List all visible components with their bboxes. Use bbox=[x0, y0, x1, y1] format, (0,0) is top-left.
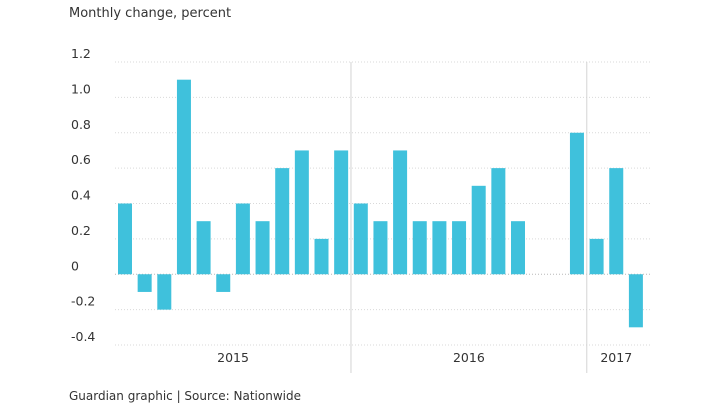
source-note: Guardian graphic | Source: Nationwide bbox=[69, 389, 301, 403]
bar bbox=[314, 238, 329, 275]
bar bbox=[353, 203, 368, 275]
bar bbox=[609, 168, 624, 275]
x-year-label: 2017 bbox=[600, 350, 632, 365]
bar bbox=[176, 79, 191, 275]
bar bbox=[452, 221, 467, 275]
y-tick-label: 1.0 bbox=[71, 81, 91, 96]
bar bbox=[235, 203, 250, 275]
bar bbox=[294, 150, 309, 275]
bar bbox=[412, 221, 427, 275]
x-year-label: 2015 bbox=[217, 350, 249, 365]
y-axis-ticks: 1.2 1.0 0.8 0.6 0.4 0.2 0 -0.2 -0.4 bbox=[71, 46, 95, 344]
y-tick-label: 0.8 bbox=[71, 117, 91, 132]
y-tick-label: -0.4 bbox=[71, 329, 95, 344]
bar bbox=[432, 221, 447, 275]
bar bbox=[511, 221, 525, 275]
bar bbox=[275, 168, 290, 275]
bar bbox=[216, 274, 231, 292]
x-axis-labels: 2015 2016 2017 bbox=[217, 350, 632, 365]
bar bbox=[589, 238, 604, 275]
bar bbox=[373, 221, 388, 275]
bar bbox=[628, 274, 643, 328]
bar bbox=[491, 168, 506, 275]
bar bbox=[137, 274, 152, 292]
y-tick-label: -0.2 bbox=[71, 294, 95, 309]
bar bbox=[157, 274, 172, 310]
x-year-label: 2016 bbox=[453, 350, 485, 365]
bar bbox=[118, 203, 132, 275]
y-tick-label: 1.2 bbox=[71, 46, 91, 61]
bar bbox=[569, 132, 584, 275]
bars bbox=[118, 79, 643, 328]
y-tick-label: 0.2 bbox=[71, 223, 91, 238]
y-tick-label: 0.4 bbox=[71, 188, 91, 203]
bar bbox=[471, 185, 486, 275]
chart-subtitle: Monthly change, percent bbox=[69, 6, 232, 21]
bar bbox=[393, 150, 408, 275]
y-tick-label: 0 bbox=[71, 258, 79, 273]
y-tick-label: 0.6 bbox=[71, 152, 91, 167]
bar bbox=[334, 150, 349, 275]
grid-lines bbox=[115, 61, 650, 373]
bar bbox=[196, 221, 211, 275]
bar bbox=[255, 221, 270, 275]
